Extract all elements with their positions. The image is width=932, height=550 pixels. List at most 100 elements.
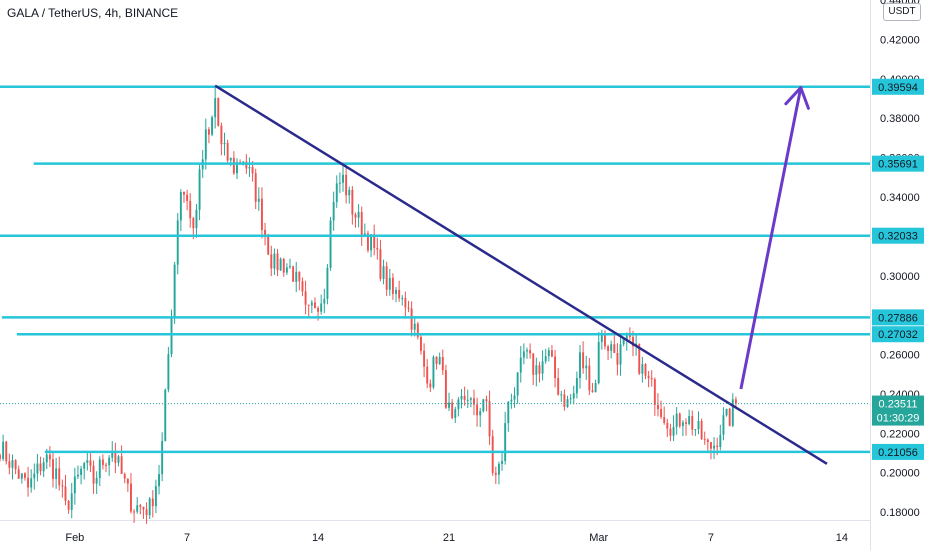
candle (435, 356, 438, 364)
candle (232, 157, 235, 174)
candle (342, 174, 344, 183)
candle (638, 343, 641, 374)
candle (198, 169, 201, 210)
candle (647, 375, 650, 379)
candle (457, 399, 460, 410)
candle (591, 390, 594, 393)
candle (254, 173, 257, 202)
candle (588, 365, 591, 391)
candle (469, 398, 472, 400)
candle (644, 364, 647, 376)
candle (351, 189, 354, 215)
candle (236, 162, 238, 174)
candle (2, 441, 5, 459)
candle (491, 436, 494, 473)
y-tick-label: 0.42000 (880, 34, 920, 46)
candle (73, 476, 76, 494)
candle (685, 422, 687, 424)
candle (158, 474, 160, 487)
candle (466, 399, 469, 401)
candle (488, 401, 491, 437)
candle (529, 350, 532, 354)
candle (0, 454, 1, 459)
candle (379, 249, 382, 279)
chart-title: GALA / TetherUS, 4h, BINANCE (7, 6, 179, 20)
candle (497, 463, 500, 475)
candle (731, 399, 734, 426)
candle (376, 247, 379, 250)
x-tick-label: 14 (836, 532, 848, 544)
candle (713, 445, 716, 449)
candle (67, 500, 70, 510)
y-tick-label: 0.26000 (880, 350, 920, 362)
candle (189, 200, 192, 219)
candle (17, 469, 20, 479)
candle (167, 354, 170, 390)
candle (89, 460, 92, 466)
candle (58, 468, 61, 486)
candle (516, 372, 519, 396)
candle (348, 189, 351, 196)
currency-badge[interactable]: USDT (883, 3, 921, 21)
candle (20, 473, 23, 479)
x-tick-label: 14 (312, 532, 324, 544)
candle (479, 411, 482, 416)
candle (582, 352, 585, 369)
candle (716, 445, 719, 447)
candle (560, 394, 563, 396)
candle (114, 450, 117, 463)
candle (535, 365, 538, 375)
candle (572, 393, 575, 399)
level-label-box (872, 155, 924, 172)
candle (703, 439, 706, 441)
candle (301, 281, 304, 292)
candle (385, 266, 388, 290)
candle (148, 498, 151, 516)
candle (697, 421, 700, 430)
candle (444, 370, 447, 408)
candle (95, 477, 98, 484)
candle (45, 454, 48, 463)
candle (126, 478, 129, 484)
candle (522, 351, 525, 358)
candle (507, 401, 510, 424)
y-tick-label: 0.30000 (880, 271, 920, 283)
candle (388, 277, 391, 290)
candle (257, 198, 260, 202)
y-tick-label: 0.18000 (880, 507, 920, 519)
candle (217, 98, 220, 126)
candle (373, 234, 376, 248)
candle (186, 194, 189, 201)
y-tick-label: 0.20000 (880, 468, 920, 480)
candle (413, 323, 416, 330)
candle (569, 398, 572, 400)
y-tick-label: 0.22000 (880, 428, 920, 440)
candle (55, 468, 58, 479)
candle (607, 346, 610, 351)
candle (391, 277, 394, 294)
candle (226, 142, 229, 161)
candle (544, 356, 547, 362)
candle (366, 233, 369, 251)
level-label-box (872, 443, 924, 460)
candle (663, 416, 666, 423)
candle (108, 457, 111, 466)
candle (207, 129, 210, 135)
candle (669, 428, 672, 436)
candle (229, 157, 232, 161)
candle (39, 463, 42, 472)
candle (700, 421, 703, 440)
x-tick-label: Feb (65, 532, 84, 544)
candle (426, 366, 429, 384)
candle (541, 361, 544, 374)
forecast-arrow (739, 87, 803, 390)
candle (76, 474, 79, 477)
candle (622, 339, 625, 345)
level-label: 0.39594 (878, 82, 918, 94)
candle (285, 267, 288, 273)
candle (61, 485, 64, 487)
level-label-box (872, 227, 924, 244)
candle (111, 450, 114, 458)
